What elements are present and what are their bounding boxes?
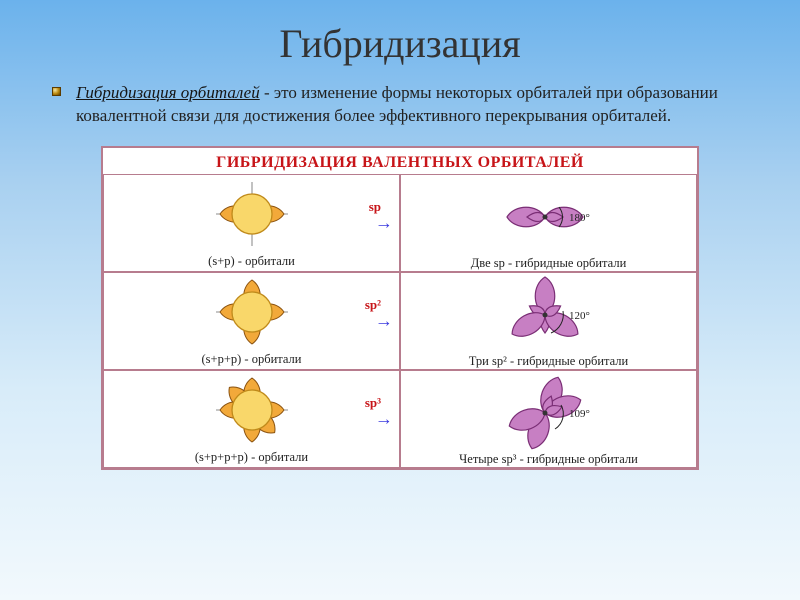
description-block: Гибридизация орбиталей - это изменение ф… (0, 81, 800, 128)
svg-text:180°: 180° (569, 212, 590, 224)
term: Гибридизация орбиталей (76, 83, 260, 102)
orbital-source-caption: (s+p) - орбитали (208, 254, 295, 269)
orbital-source-caption: (s+p+p+p) - орбитали (195, 450, 308, 465)
page-title: Гибридизация (0, 0, 800, 81)
orbital-source-caption: (s+p+p) - орбитали (202, 352, 302, 367)
arrow-icon: → (375, 310, 393, 331)
arrow-icon: → (375, 212, 393, 233)
hybrid-result-cell: 109° Четыре sp³ - гибридные орбитали (400, 370, 697, 468)
diagram-header: ГИБРИДИЗАЦИЯ ВАЛЕНТНЫХ ОРБИТАЛЕЙ (103, 148, 697, 174)
orbital-source-cell: (s+p+p) - орбиталиsp²→ (103, 272, 400, 370)
diagram-container: ГИБРИДИЗАЦИЯ ВАЛЕНТНЫХ ОРБИТАЛЕЙ (s+p) -… (101, 146, 699, 470)
orbital-source-cell: (s+p) - орбиталиsp→ (103, 174, 400, 272)
hybrid-result-cell: 180° Две sp - гибридные орбитали (400, 174, 697, 272)
svg-text:120°: 120° (569, 310, 590, 322)
hybrid-result-caption: Четыре sp³ - гибридные орбитали (459, 452, 638, 467)
hybrid-result-caption: Две sp - гибридные орбитали (471, 256, 627, 271)
hybrid-result-cell: 120° Три sp² - гибридные орбитали (400, 272, 697, 370)
hybrid-orbital-icon: 180° (469, 175, 629, 254)
bullet-icon (52, 87, 61, 96)
sp-orbital-icon (182, 274, 322, 350)
svg-text:109°: 109° (569, 408, 590, 420)
hybrid-result-caption: Три sp² - гибридные орбитали (469, 354, 629, 369)
hybrid-orbital-icon: 109° (469, 371, 629, 450)
arrow-icon: → (375, 408, 393, 429)
sp-orbital-icon (182, 372, 322, 448)
sp-orbital-icon (182, 176, 322, 252)
diagram-grid: (s+p) - орбиталиsp→ 180° Две sp - гибридны… (103, 174, 697, 468)
hybrid-orbital-icon: 120° (469, 273, 629, 352)
orbital-source-cell: (s+p+p+p) - орбиталиsp³→ (103, 370, 400, 468)
